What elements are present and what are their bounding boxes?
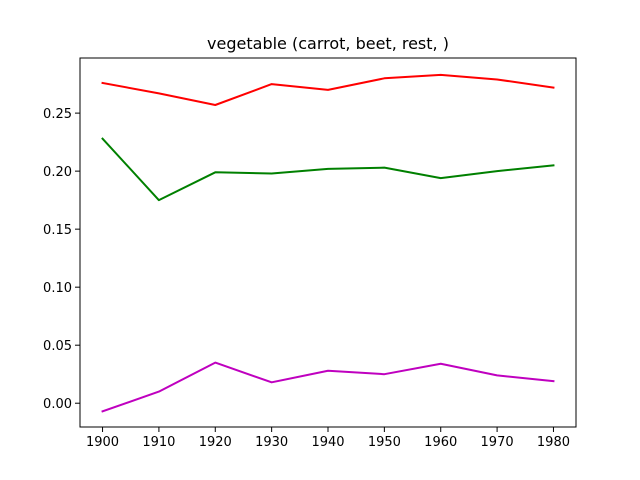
x-tick-label: 1970 xyxy=(481,435,514,450)
y-tick-label: 0.10 xyxy=(43,281,72,296)
x-tick-label: 1940 xyxy=(311,435,344,450)
series-layer xyxy=(101,73,555,413)
x-tick-label: 1900 xyxy=(86,435,119,450)
x-tick-label: 1960 xyxy=(424,435,457,450)
series-line-3 xyxy=(101,361,555,413)
x-tick-label: 1950 xyxy=(368,435,401,450)
chart-title: vegetable (carrot, beet, rest, ) xyxy=(207,34,449,53)
y-tick-label: 0.05 xyxy=(43,339,72,354)
x-tick-label: 1980 xyxy=(537,435,570,450)
x-tick-label: 1910 xyxy=(142,435,175,450)
x-tick-label: 1920 xyxy=(199,435,232,450)
axes-layer: 1900 1910 1920 1930 1940 1950 1960 1970 1980 0.00… xyxy=(43,107,570,450)
series-line-2 xyxy=(101,137,555,202)
y-tick-label: 0.20 xyxy=(43,165,72,180)
y-tick-label: 0.00 xyxy=(43,397,72,412)
x-tick-label: 1930 xyxy=(255,435,288,450)
series-line-1 xyxy=(101,73,555,106)
y-tick-label: 0.15 xyxy=(43,223,72,238)
y-tick-label: 0.25 xyxy=(43,107,72,122)
plot-frame xyxy=(79,57,577,428)
